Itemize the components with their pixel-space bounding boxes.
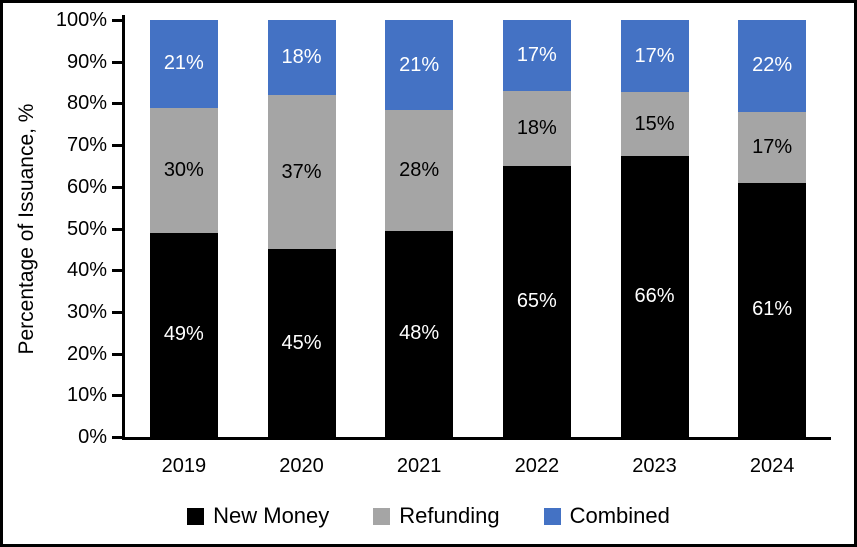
y-tick-label: 10%	[66, 384, 107, 407]
x-tick-label: 2020	[279, 455, 324, 477]
legend-label: Combined	[569, 503, 670, 528]
y-tick-mark	[112, 144, 122, 148]
bar-segment-new-money: 66%	[620, 156, 689, 437]
y-tick-mark	[112, 185, 122, 189]
y-tick-label: 20%	[66, 342, 107, 365]
y-axis-line	[122, 15, 125, 440]
y-tick-label: 100%	[55, 9, 107, 31]
legend-swatch-icon	[543, 507, 561, 525]
bar-segment-combined: 18%	[267, 20, 336, 96]
legend-item-combined: Combined	[543, 503, 670, 529]
legend-swatch-icon	[187, 507, 205, 525]
y-tick-label: 30%	[66, 300, 107, 323]
bar-segment-refunding: 17%	[738, 111, 807, 183]
y-tick-mark	[112, 60, 122, 64]
bar-segment-combined: 22%	[738, 20, 807, 112]
x-axis-line	[122, 437, 831, 440]
bar-segment-refunding: 37%	[267, 95, 336, 250]
y-tick-mark	[112, 352, 122, 356]
y-tick-mark	[112, 394, 122, 398]
x-tick-label: 2023	[632, 455, 677, 477]
y-tick-label: 0%	[78, 426, 107, 448]
y-tick-mark	[112, 269, 122, 273]
y-tick-mark	[112, 19, 122, 22]
legend-label: New Money	[213, 503, 330, 528]
x-tick-label: 2024	[749, 455, 795, 477]
legend-label: Refunding	[399, 503, 500, 528]
y-tick-label: 70%	[66, 134, 107, 157]
legend-swatch-icon	[373, 507, 391, 525]
y-tick-mark	[112, 102, 122, 106]
y-tick-label: 80%	[66, 92, 107, 115]
bar-segment-combined: 21%	[385, 20, 454, 111]
bar-segment-new-money: 48%	[385, 230, 454, 437]
x-tick-label: 2019	[161, 455, 207, 477]
y-tick-mark	[112, 436, 122, 439]
legend-item-refunding: Refunding	[373, 503, 500, 529]
bar-segment-new-money: 61%	[738, 182, 807, 437]
bar-segment-refunding: 18%	[502, 90, 571, 166]
bar-segment-new-money: 49%	[149, 232, 218, 437]
y-tick-label: 40%	[66, 259, 107, 282]
legend: New Money Refunding Combined	[3, 499, 854, 533]
bar-segment-new-money: 65%	[502, 165, 571, 437]
legend-item-new-money: New Money	[187, 503, 329, 529]
y-tick-mark	[112, 227, 122, 231]
bar-segment-combined: 17%	[502, 20, 571, 91]
bar-segment-refunding: 15%	[620, 92, 689, 157]
bar-segment-combined: 21%	[149, 20, 218, 108]
bar-segment-refunding: 28%	[385, 110, 454, 231]
x-tick-label: 2021	[396, 455, 442, 477]
y-tick-label: 90%	[66, 50, 107, 73]
y-tick-label: 60%	[66, 175, 107, 198]
y-tick-label: 50%	[66, 217, 107, 240]
y-tick-mark	[112, 310, 122, 314]
bar-segment-combined: 17%	[620, 20, 689, 93]
bar-segment-new-money: 45%	[267, 249, 336, 437]
bar-segment-refunding: 30%	[149, 107, 218, 233]
x-tick-label: 2022	[514, 455, 560, 477]
